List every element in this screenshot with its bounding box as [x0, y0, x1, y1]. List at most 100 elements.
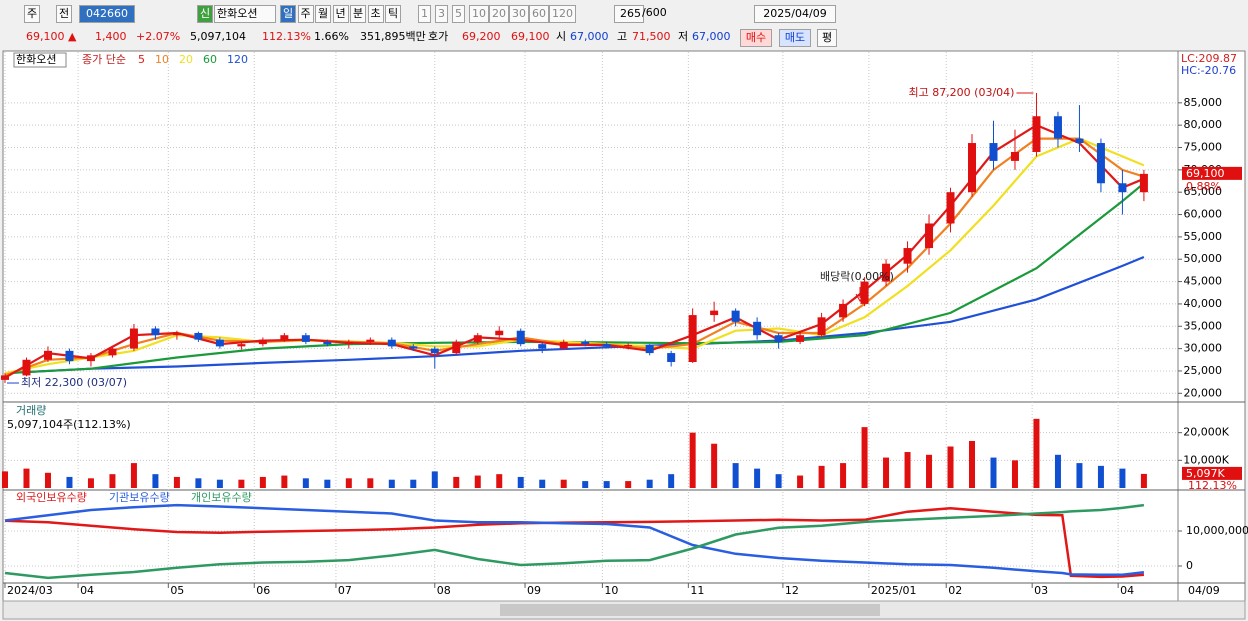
period-button[interactable]: 틱	[385, 5, 402, 23]
candle-body	[237, 344, 246, 347]
interval-button[interactable]: 120	[549, 5, 576, 23]
volume-bar	[410, 479, 417, 488]
y-tick-label: 35,000	[1184, 319, 1223, 332]
y-tick-label: 55,000	[1184, 230, 1223, 243]
interval-button[interactable]: 30	[509, 5, 529, 23]
interval-button[interactable]: 10	[469, 5, 489, 23]
quote-open: 67,000	[570, 30, 609, 43]
panel-title: 거래량	[16, 404, 46, 417]
sell-button[interactable]: 매도	[779, 29, 811, 47]
quote-bid: 69,100	[511, 30, 550, 43]
candle-body	[817, 317, 826, 336]
volume-bar	[840, 463, 847, 488]
candle-body	[753, 321, 762, 336]
count[interactable]: 265	[614, 5, 644, 23]
y-tick-label: 20,000K	[1183, 426, 1229, 439]
period-button[interactable]: 초	[367, 5, 384, 23]
x-tick-label: 04	[1120, 584, 1134, 597]
last-price-box	[1182, 166, 1242, 180]
annotation-low: 최저 22,300 (03/07)	[21, 376, 127, 389]
interval-button[interactable]: 3	[435, 5, 448, 23]
interval-button[interactable]: 5	[452, 5, 465, 23]
volume-bar	[474, 475, 481, 488]
stock-code[interactable]: 042660	[79, 5, 135, 23]
candle-body	[258, 339, 267, 345]
y-tick-label: 50,000	[1184, 252, 1223, 265]
quote-ask-label: 호가	[428, 30, 449, 43]
holding-line	[4, 506, 1144, 579]
legend-entry: 120	[227, 53, 248, 66]
x-tick-label: 07	[338, 584, 352, 597]
volume-bar	[431, 471, 438, 488]
volume-bar	[388, 479, 395, 488]
legend-entry: 20	[179, 53, 193, 66]
interval-button[interactable]: 60	[529, 5, 549, 23]
volume-bar	[947, 446, 954, 488]
candle-body	[108, 348, 117, 356]
legend-entry: 외국인보유수량	[16, 491, 87, 504]
last-price: 69,100	[1186, 167, 1225, 180]
candle-body	[344, 341, 353, 345]
last-volume-rate: 112.13%	[1188, 479, 1237, 492]
chart-type[interactable]: 주	[24, 5, 41, 23]
x-end-label: 04/09	[1188, 584, 1220, 597]
candle-body	[774, 335, 783, 342]
quote-turnover: 1.66%	[314, 30, 349, 43]
quote-low: 67,000	[692, 30, 731, 43]
volume-bar	[152, 474, 159, 488]
x-tick-label: 02	[948, 584, 962, 597]
volume-bar	[259, 476, 266, 488]
volume-bar	[818, 465, 825, 488]
period-button[interactable]: 년	[332, 5, 349, 23]
period-button[interactable]: 일	[280, 5, 297, 23]
volume-bar	[367, 478, 374, 488]
candle-body	[1010, 151, 1019, 161]
period-button[interactable]: 월	[315, 5, 332, 23]
candle-body	[452, 341, 461, 354]
y-tick-label: 10,000K	[1183, 453, 1229, 466]
volume-bar	[861, 427, 868, 488]
scope[interactable]: 전	[56, 5, 73, 23]
date[interactable]: 2025/04/09	[754, 5, 836, 23]
volume-bar	[582, 481, 589, 488]
period-button[interactable]: 분	[350, 5, 367, 23]
last-volume-box	[1182, 466, 1242, 480]
volume-bar	[517, 476, 524, 488]
candle-body	[516, 330, 525, 345]
holding-line	[4, 503, 1145, 577]
candle-body	[43, 350, 52, 360]
volume-bar	[66, 476, 73, 488]
interval-button[interactable]: 1	[418, 5, 431, 23]
avg-button[interactable]: 평	[817, 29, 837, 47]
badge[interactable]: 신	[197, 5, 214, 23]
quote-vol-ratio: 112.13%	[262, 30, 311, 43]
candle-body	[796, 335, 805, 342]
y-tick-label: 75,000	[1184, 141, 1223, 154]
y-tick-label: 0	[1186, 559, 1193, 572]
candle-body	[968, 143, 977, 193]
buy-button[interactable]: 매수	[740, 29, 772, 47]
count-max: /600	[642, 6, 667, 19]
last-rate: 0.88%	[1186, 180, 1221, 193]
period-button[interactable]: 주	[297, 5, 314, 23]
volume-bar	[797, 475, 804, 488]
y-tick-label: 10,000,000	[1186, 524, 1248, 537]
candle-body	[903, 248, 912, 264]
y-tick-label: 45,000	[1184, 275, 1223, 288]
quote-high: 71,500	[632, 30, 671, 43]
candle-body	[1053, 116, 1062, 139]
candle-body	[387, 339, 396, 347]
candle-body	[624, 345, 633, 347]
x-tick-label: 05	[170, 584, 184, 597]
legend-entry: 10	[155, 53, 169, 66]
volume-bar	[1119, 468, 1126, 488]
interval-button[interactable]: 20	[489, 5, 509, 23]
volume-bar	[281, 475, 288, 488]
candle-body	[688, 315, 697, 363]
scroll-thumb[interactable]	[500, 604, 880, 616]
volume-bar	[754, 468, 761, 488]
volume-bar	[496, 474, 503, 488]
stock-name[interactable]: 한화오션	[214, 5, 276, 23]
